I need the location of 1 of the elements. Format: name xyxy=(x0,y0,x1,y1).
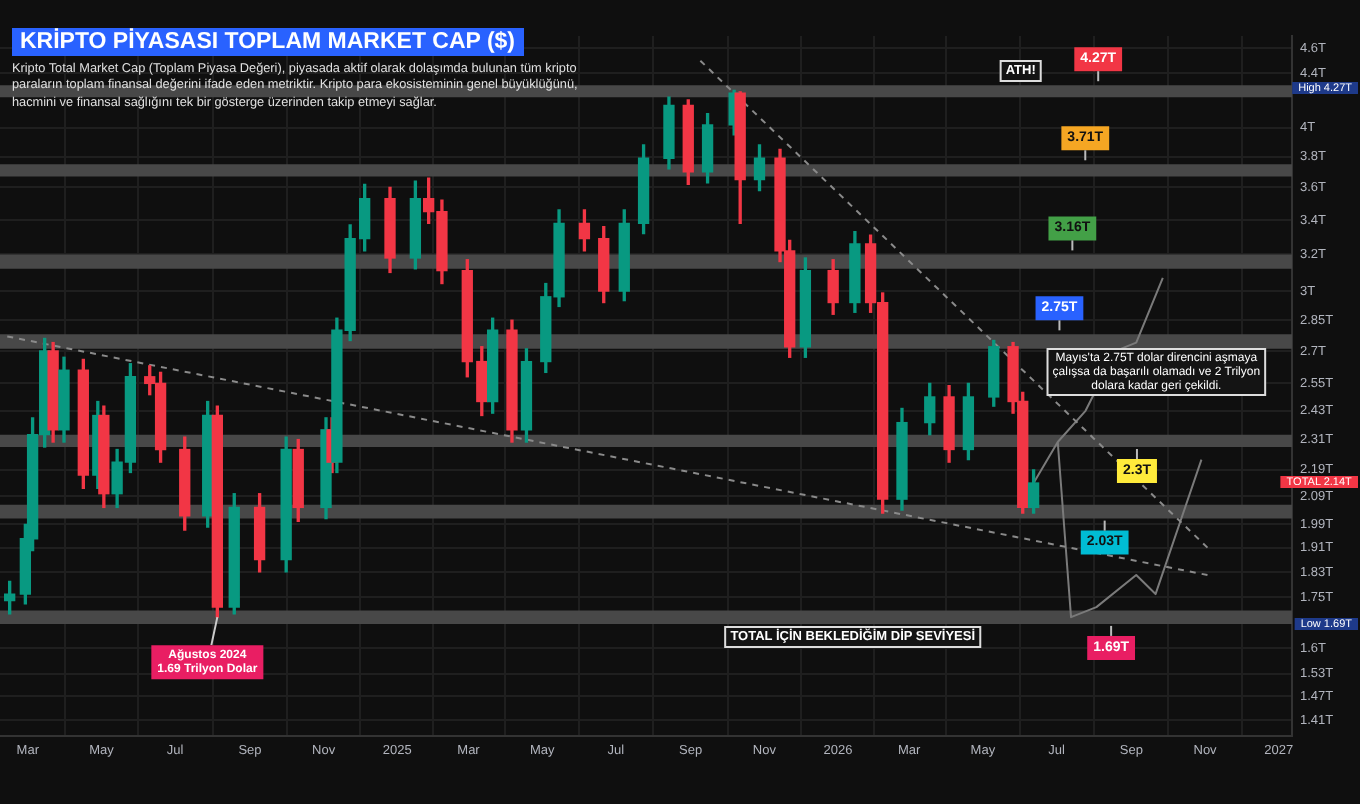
chart-title: KRİPTO PİYASASI TOPLAM MARKET CAP ($) xyxy=(12,28,523,56)
